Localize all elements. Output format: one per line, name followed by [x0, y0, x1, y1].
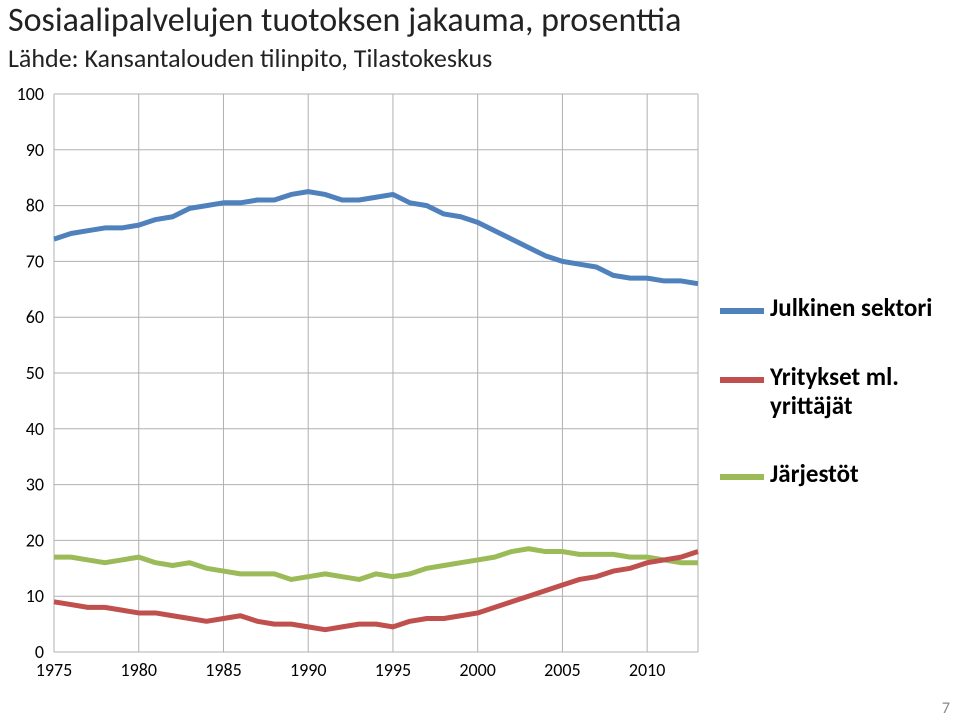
- y-tick-label: 80: [26, 195, 44, 217]
- x-tick-label: 2005: [544, 659, 581, 681]
- x-tick-label: 2000: [459, 659, 496, 681]
- legend-swatch: [720, 474, 764, 480]
- y-tick-label: 60: [26, 306, 44, 328]
- y-tick-label: 10: [26, 585, 44, 607]
- legend-item-yritykset: Yritykset ml. yrittäjät: [720, 363, 950, 421]
- x-tick-label: 1995: [375, 659, 412, 681]
- legend-label: Yritykset ml. yrittäjät: [770, 363, 950, 421]
- chart-gridlines: [54, 94, 698, 652]
- legend-item-jarjestot: Järjestöt: [720, 460, 950, 489]
- legend-label: Julkinen sektori: [770, 294, 932, 323]
- x-tick-label: 1975: [36, 659, 73, 681]
- y-tick-label: 30: [26, 474, 44, 496]
- y-tick-label: 40: [26, 418, 44, 440]
- chart: 0102030405060708090100197519801985199019…: [8, 86, 708, 686]
- chart-subtitle: Lähde: Kansantalouden tilinpito, Tilasto…: [8, 42, 492, 74]
- chart-title: Sosiaalipalvelujen tuotoksen jakauma, pr…: [8, 0, 681, 41]
- legend: Julkinen sektori Yritykset ml. yrittäjät J…: [720, 270, 950, 529]
- x-tick-label: 1985: [205, 659, 242, 681]
- y-tick-label: 100: [17, 86, 44, 105]
- page-number: 7: [942, 699, 950, 718]
- x-tick-label: 2010: [629, 659, 666, 681]
- legend-item-julkinen: Julkinen sektori: [720, 294, 950, 323]
- legend-swatch: [720, 377, 764, 383]
- y-tick-label: 20: [26, 529, 44, 551]
- y-tick-label: 90: [26, 139, 44, 161]
- x-tick-label: 1990: [290, 659, 327, 681]
- y-tick-label: 70: [26, 250, 44, 272]
- x-tick-label: 1980: [120, 659, 157, 681]
- legend-swatch: [720, 308, 764, 314]
- page: Sosiaalipalvelujen tuotoksen jakauma, pr…: [0, 0, 960, 724]
- y-tick-label: 50: [26, 362, 44, 384]
- legend-label: Järjestöt: [770, 460, 859, 489]
